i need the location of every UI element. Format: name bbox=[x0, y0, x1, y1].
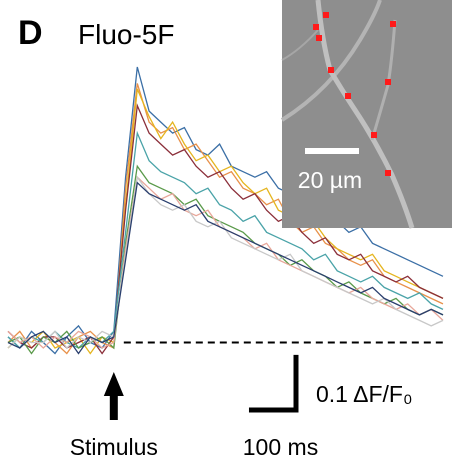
roi bbox=[323, 12, 329, 18]
inset-scale-label: 20 µm bbox=[298, 167, 362, 193]
inset-background bbox=[282, 0, 452, 228]
roi bbox=[345, 93, 351, 99]
roi bbox=[390, 21, 396, 27]
roi bbox=[316, 35, 322, 41]
inset-scale-bar bbox=[305, 148, 359, 154]
roi bbox=[371, 132, 377, 138]
chart: 20 µm D Fluo-5F Stimulus 0.1 ΔF/F₀ 100 ms bbox=[0, 0, 454, 465]
stimulus-label: Stimulus bbox=[70, 434, 158, 460]
roi bbox=[385, 170, 391, 176]
roi bbox=[385, 79, 391, 85]
panel-label: D bbox=[18, 14, 43, 52]
x-scale-label: 100 ms bbox=[243, 434, 318, 460]
roi bbox=[313, 24, 319, 30]
inset-image: 20 µm bbox=[282, 0, 452, 228]
stimulus-arrow bbox=[104, 372, 124, 420]
y-scale-label: 0.1 ΔF/F₀ bbox=[316, 381, 413, 407]
chart-title: Fluo-5F bbox=[78, 19, 174, 50]
roi bbox=[328, 67, 334, 73]
